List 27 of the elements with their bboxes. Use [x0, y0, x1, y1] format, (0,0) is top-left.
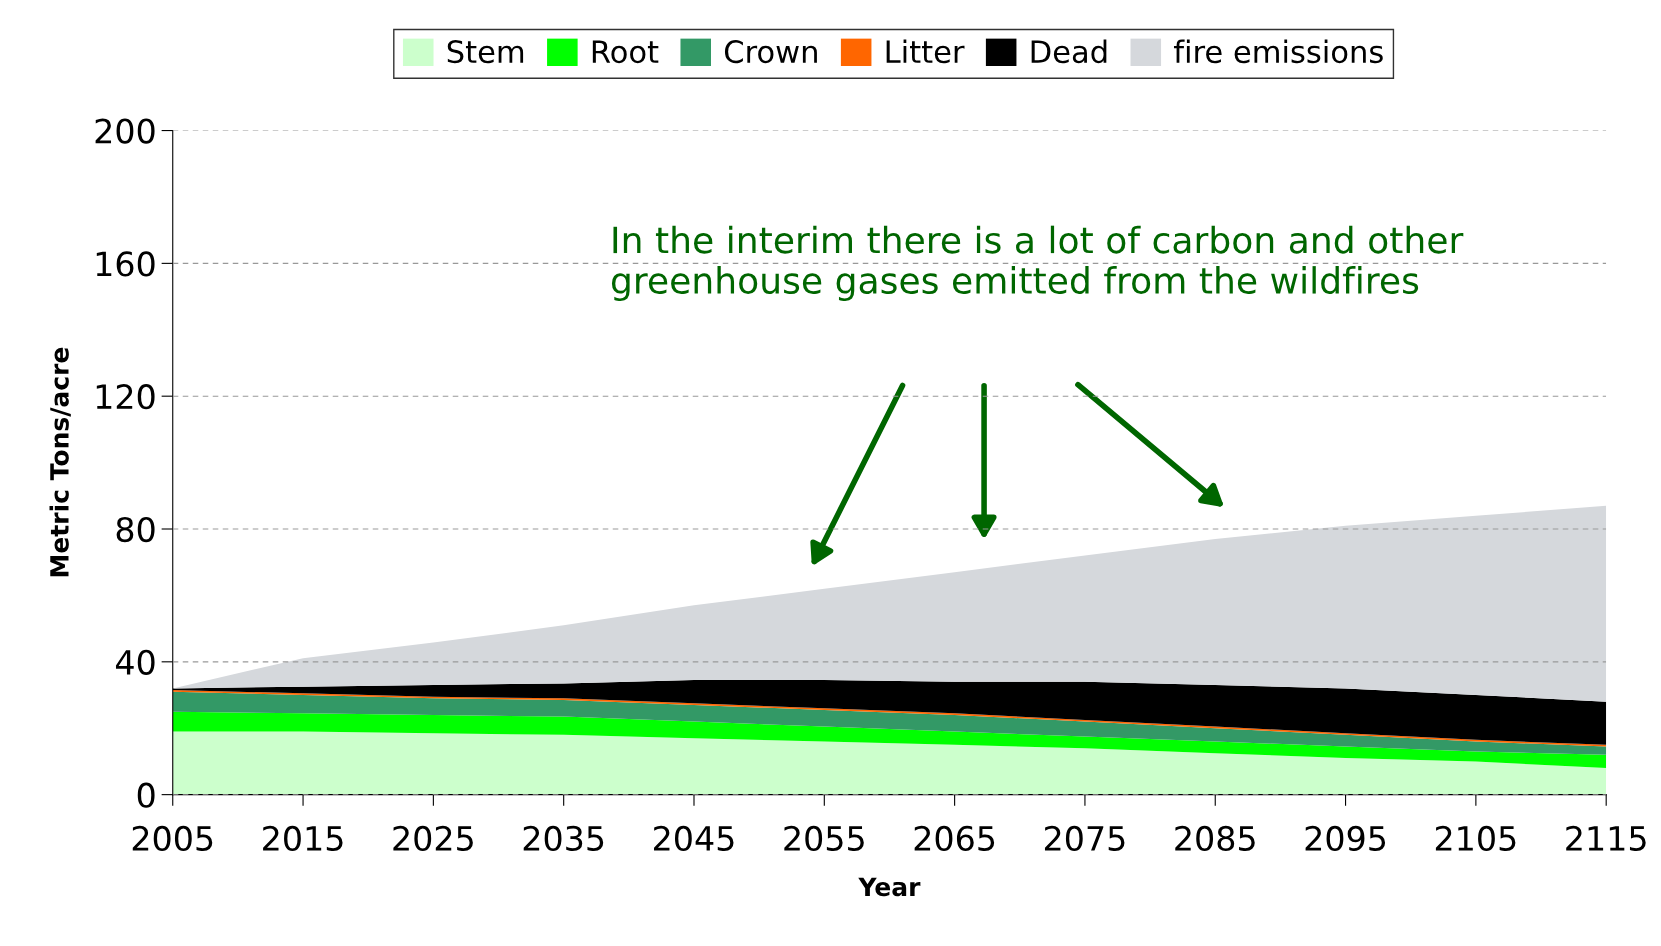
- legend-label: Stem: [447, 40, 524, 64]
- legend-label: Litter: [886, 39, 965, 64]
- y-tick-label: 200: [95, 118, 155, 144]
- y-tick-label: 160: [96, 251, 155, 277]
- x-tick-label: 2105: [1435, 825, 1516, 851]
- x-tick-label: 2085: [1175, 825, 1255, 851]
- legend-label: fire emissions: [1173, 39, 1383, 64]
- x-tick-label: 2035: [523, 825, 604, 851]
- x-tick-label: 2045: [654, 825, 734, 851]
- y-axis-title: Metric Tons/acre: [49, 347, 71, 577]
- x-tick-label: 2095: [1305, 825, 1386, 851]
- y-tick-label: 40: [115, 649, 155, 675]
- x-axis-title: Year: [858, 877, 921, 897]
- x-tick-label: 2055: [784, 825, 864, 851]
- annotation: In the interim there is a lot of carbon and other greenhouse gases emitted from the wildfires: [611, 225, 1464, 302]
- x-tick-label: 2065: [914, 825, 995, 851]
- x-tick-label: 2075: [1044, 825, 1125, 851]
- x-tick-label: 2115: [1566, 825, 1646, 851]
- y-tick-label: 0: [137, 782, 155, 808]
- legend-label: Root: [592, 40, 659, 64]
- x-tick-label: 2015: [263, 825, 343, 851]
- legend-label: Dead: [1031, 39, 1107, 64]
- y-tick-label: 80: [116, 516, 155, 543]
- x-tick-label: 2005: [132, 825, 213, 851]
- legend-label: Crown: [724, 40, 817, 64]
- y-tick-label: 120: [96, 384, 155, 410]
- x-tick-label: 2025: [393, 825, 473, 851]
